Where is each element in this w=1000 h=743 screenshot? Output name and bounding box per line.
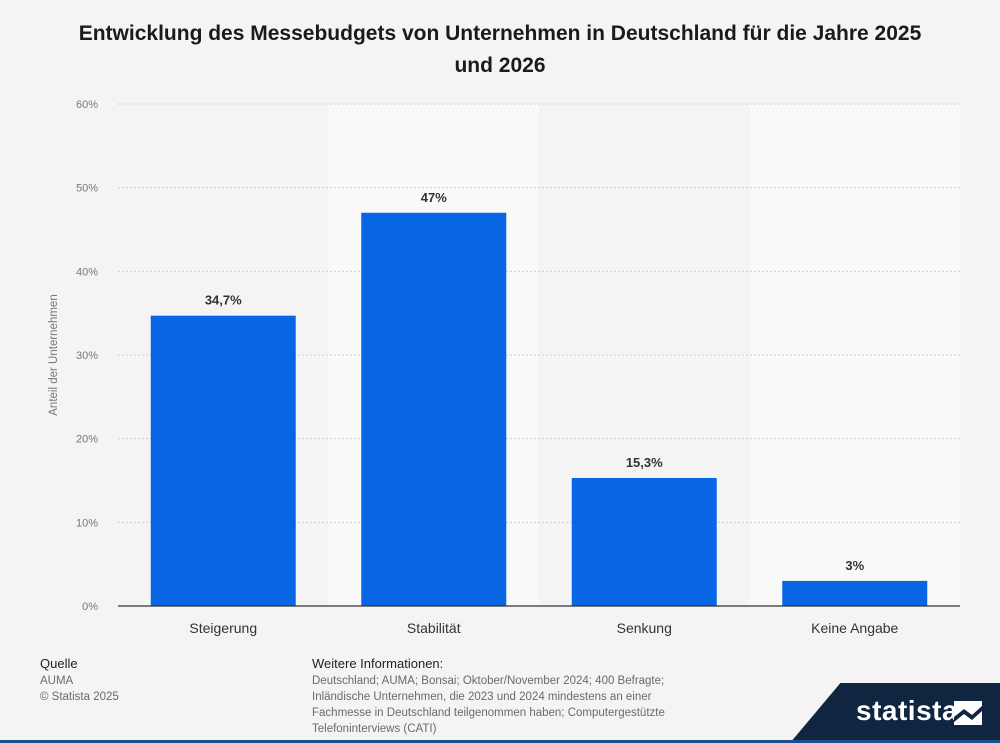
y-tick-label: 30% (76, 350, 98, 362)
copyright-line: © Statista 2025 (40, 691, 119, 703)
y-tick-label: 40% (76, 266, 98, 278)
info-line: Deutschland; AUMA; Bonsai; Oktober/Novem… (312, 675, 665, 687)
x-tick-label: Senkung (617, 620, 672, 636)
data-label: 34,7% (205, 293, 242, 308)
y-axis-title: Anteil der Unternehmen (48, 294, 60, 415)
chart-title: Entwicklung des Messebudgets von Unterne… (78, 22, 922, 77)
data-label: 47% (421, 190, 447, 205)
y-tick-label: 0% (82, 601, 98, 613)
statista-mark-icon (954, 701, 982, 725)
info-line: Fachmesse in Deutschland teilgenommen ha… (312, 707, 665, 719)
x-tick-label: Keine Angabe (811, 620, 898, 636)
bottom-accent-line (0, 740, 1000, 743)
source-line[interactable]: AUMA (40, 675, 74, 687)
bar (782, 580, 928, 606)
logo-wordmark: statista (856, 695, 959, 726)
info-lines: Deutschland; AUMA; Bonsai; Oktober/Novem… (312, 673, 712, 737)
x-tick-label: Steigerung (189, 620, 257, 636)
source-lines: AUMA © Statista 2025 (40, 673, 119, 705)
y-tick-label: 20% (76, 434, 98, 446)
y-tick-label: 10% (76, 517, 98, 529)
bar (571, 477, 717, 606)
source-heading: Quelle (40, 656, 78, 671)
statista-logo[interactable]: statista (790, 683, 1000, 743)
data-label: 15,3% (626, 455, 663, 470)
bar-chart: 0% 10% 20% 30% 40% 50% 60% 34,7% Steigerung 47% St… (48, 99, 960, 636)
data-label: 3% (845, 558, 864, 573)
x-tick-label: Stabilität (407, 620, 461, 636)
bar (150, 315, 296, 606)
bar (361, 212, 507, 606)
y-tick-label: 50% (76, 183, 98, 195)
info-line: Inländische Unternehmen, die 2023 und 20… (312, 691, 652, 703)
y-tick-label: 60% (76, 99, 98, 111)
info-heading: Weitere Informationen: (312, 656, 444, 671)
info-line: Telefoninterviews (CATI) (312, 723, 437, 735)
